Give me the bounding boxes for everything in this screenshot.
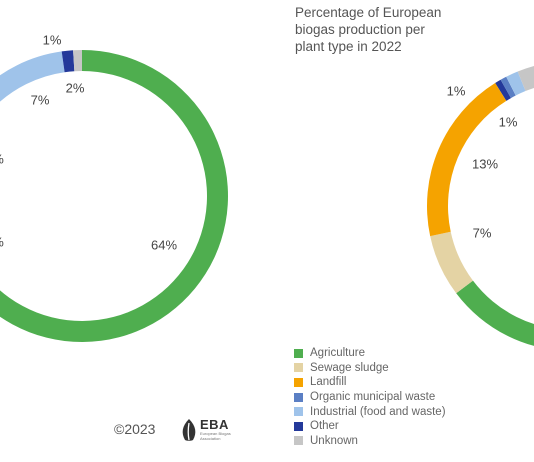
- legend-swatch-industrial: [294, 407, 303, 417]
- donut-2-segment-other-edge: [495, 79, 511, 101]
- eba-logo: EBA European Biogas Association: [180, 416, 240, 444]
- donut-1-label-partial-2: %: [0, 234, 4, 249]
- donut-2-slice-industrial-food-and-waste: [506, 71, 526, 96]
- legend-item-agriculture: Agriculture: [294, 346, 446, 361]
- donut-1-label-unknown: 2%: [66, 80, 85, 95]
- legend-label-organic-municipal-waste: Organic municipal waste: [310, 391, 436, 404]
- legend-swatch-sewage-sludge: [294, 363, 303, 373]
- legend-label-industrial: Industrial (food and waste): [310, 405, 446, 418]
- donut-2-slice-organic-municipal-waste: [500, 76, 516, 99]
- legend-item-sewage-sludge: Sewage sludge: [294, 361, 446, 376]
- donut-1-label-agriculture: 64%: [151, 237, 177, 252]
- legend-label-unknown: Unknown: [310, 434, 358, 447]
- donut-2-slice-unknown: [517, 66, 534, 92]
- legend: Agriculture Sewage sludge Landfill Organ…: [294, 346, 446, 448]
- copyright-text: ©2023: [114, 421, 156, 437]
- donut-1-slice-unknown: [73, 50, 82, 72]
- donut-2-slice-sewage-sludge: [430, 231, 473, 294]
- legend-swatch-organic-municipal-waste: [294, 392, 303, 402]
- donut-2-label-industrial-food-and-waste: 1%: [499, 114, 518, 129]
- legend-item-other: Other: [294, 419, 446, 434]
- legend-swatch-landfill: [294, 377, 303, 387]
- legend-label-agriculture: Agriculture: [310, 347, 365, 360]
- donut-2-label-landfill: 13%: [472, 156, 498, 171]
- legend-item-organic-municipal-waste: Organic municipal waste: [294, 390, 446, 405]
- legend-swatch-other: [294, 421, 303, 431]
- legend-item-unknown: Unknown: [294, 434, 446, 449]
- donut-1-slice-other: [61, 50, 75, 73]
- chart-title: Percentage of European biogas production…: [295, 4, 441, 55]
- donut-1-label-partial-1: %: [0, 151, 4, 166]
- title-line-2: biogas production per: [295, 22, 425, 37]
- legend-label-sewage-sludge: Sewage sludge: [310, 361, 389, 374]
- donut-2-slice-landfill: [427, 83, 507, 237]
- donut-1-label-other: 1%: [43, 32, 62, 47]
- donut-1-label-industrial-food-and-waste: 7%: [31, 92, 50, 107]
- legend-item-industrial: Industrial (food and waste): [294, 404, 446, 419]
- donut-1-slice-agriculture: [0, 50, 228, 342]
- legend-label-other: Other: [310, 420, 339, 433]
- logo-subtext: European Biogas Association: [200, 431, 231, 441]
- donut-2-label-organic-municipal-waste: 1%: [447, 83, 466, 98]
- legend-swatch-agriculture: [294, 348, 303, 358]
- legend-item-landfill: Landfill: [294, 375, 446, 390]
- legend-swatch-unknown: [294, 436, 303, 446]
- title-line-1: Percentage of European: [295, 5, 442, 20]
- title-line-3: plant type in 2022: [295, 39, 402, 54]
- logo-text: EBA: [200, 417, 229, 432]
- donut-2-label-sewage-sludge: 7%: [473, 225, 492, 240]
- donut-2-segment-agriculture-edge: [456, 280, 534, 346]
- legend-label-landfill: Landfill: [310, 376, 347, 389]
- donut-1-slice-industrial-food-and-waste: [0, 51, 65, 102]
- leaf-icon: [182, 419, 196, 441]
